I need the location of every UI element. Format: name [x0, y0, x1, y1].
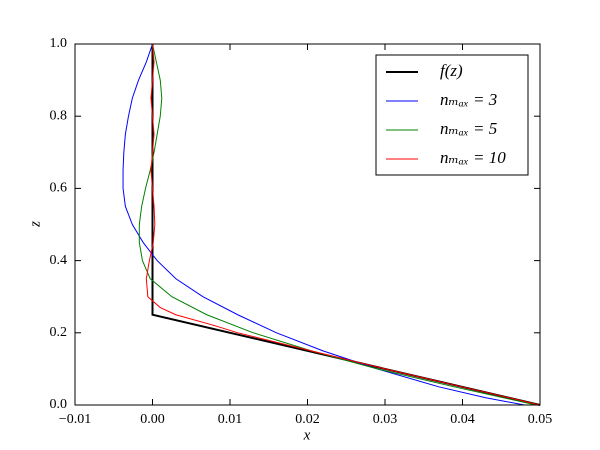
x-axis-label: x — [303, 427, 311, 443]
legend-label: nₘₐₓ = 5 — [440, 119, 497, 138]
x-tick-label: 0.02 — [295, 412, 320, 427]
y-tick-label: 0.0 — [50, 397, 68, 412]
legend-box — [375, 54, 529, 176]
plot-frame — [74, 43, 541, 406]
y-tick-label: 1.0 — [50, 36, 68, 51]
series-line — [145, 43, 541, 406]
x-tick-label: 0.04 — [450, 412, 475, 427]
y-tick-label: 0.2 — [50, 325, 68, 340]
x-tick-label: 0.05 — [528, 412, 553, 427]
y-axis-label: z — [27, 221, 43, 228]
legend-label: nₘₐₓ = 10 — [440, 148, 506, 167]
y-tick-label: 0.4 — [50, 253, 68, 268]
y-tick-label: 0.6 — [50, 181, 68, 196]
series-line — [138, 43, 537, 406]
x-tick-label: −0.01 — [59, 412, 91, 427]
x-tick-label: 0.01 — [218, 412, 243, 427]
legend-label: f(z) — [440, 61, 463, 80]
legend-label: nₘₐₓ = 3 — [440, 90, 497, 109]
y-tick-label: 0.8 — [50, 108, 68, 123]
x-tick-label: 0.00 — [140, 412, 165, 427]
x-tick-label: 0.03 — [373, 412, 398, 427]
